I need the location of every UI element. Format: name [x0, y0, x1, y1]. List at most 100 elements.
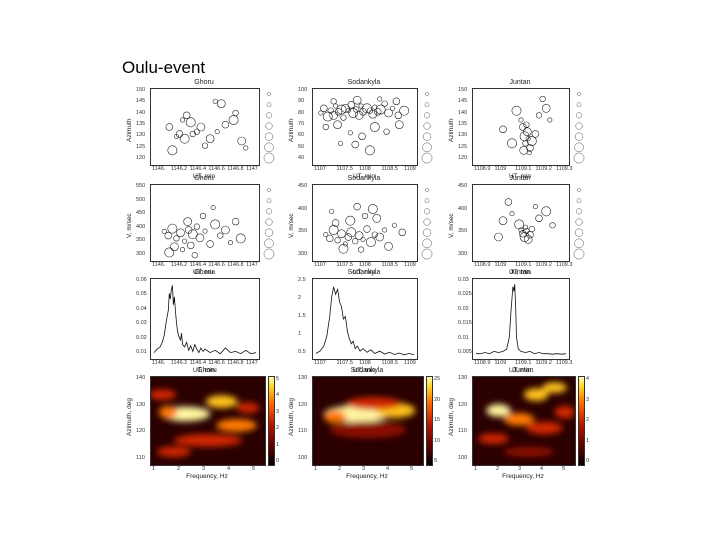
- legend-circle: [267, 92, 271, 96]
- data-point: [180, 247, 186, 253]
- scatter-plot: [472, 88, 570, 166]
- x-tick-label: 1146.6: [208, 360, 225, 366]
- data-point: [182, 111, 191, 120]
- legend-circle: [574, 238, 584, 249]
- x-tick-label: 1108.5: [381, 360, 398, 366]
- x-axis-label: UT, min: [192, 269, 216, 276]
- legend-circle: [266, 112, 272, 119]
- y-tick-label: 125: [136, 143, 146, 150]
- data-point: [337, 229, 346, 239]
- data-point: [193, 128, 200, 135]
- data-point: [195, 233, 205, 243]
- x-tick-label: 1109.3: [556, 166, 573, 172]
- plot-svg: [318, 95, 410, 156]
- y-tick-label: 500: [136, 196, 146, 203]
- data-point: [347, 101, 355, 109]
- x-axis-label: UT, min: [192, 173, 216, 180]
- legend-circle: [424, 102, 430, 108]
- y-tick-label: 100: [298, 455, 308, 461]
- size-legend: [573, 92, 585, 164]
- data-point: [328, 225, 339, 235]
- data-point: [392, 97, 401, 106]
- data-point: [243, 145, 249, 151]
- x-tick-label: 1: [474, 466, 478, 472]
- series-line: [315, 286, 415, 356]
- x-tick-label: 1107.5: [336, 166, 353, 172]
- data-point: [358, 132, 366, 141]
- y-axis-label: Azimuth, deg: [288, 398, 295, 436]
- x-tick-label: 1109.2: [535, 262, 552, 268]
- data-point: [175, 130, 184, 138]
- data-point: [217, 232, 224, 239]
- y-tick-label: 140: [458, 109, 468, 116]
- data-point: [164, 231, 172, 240]
- y-tick-label: 130: [458, 375, 468, 381]
- data-point: [360, 236, 366, 242]
- y-tick-label: 110: [298, 428, 307, 435]
- y-tick-label: 110: [458, 428, 467, 435]
- data-point: [547, 117, 553, 123]
- data-point: [522, 140, 529, 147]
- legend-circle: [576, 208, 582, 215]
- data-point: [528, 225, 535, 233]
- x-tick-label: 3: [362, 466, 366, 472]
- data-point: [522, 224, 528, 230]
- y-tick-label: 80: [298, 109, 305, 116]
- data-point: [237, 136, 247, 146]
- y-tick-label: 135: [458, 121, 468, 127]
- data-point: [518, 117, 524, 123]
- y-tick-label: 0.01: [458, 334, 469, 341]
- y-tick-label: 0.005: [458, 349, 472, 355]
- data-point: [235, 233, 246, 244]
- colorbar-tick-label: 1: [276, 441, 280, 448]
- y-tick-label: 0.06: [136, 277, 147, 283]
- y-tick-label: 40: [298, 155, 305, 161]
- panel-title: Sodankyla: [347, 175, 381, 182]
- colorbar-tick-label: 5: [434, 458, 438, 464]
- x-tick-label: 5: [562, 466, 566, 472]
- data-point: [372, 214, 382, 223]
- y-tick-label: 150: [458, 87, 468, 93]
- size-legend: [421, 92, 433, 164]
- legend-circle: [265, 122, 273, 130]
- data-point: [323, 232, 329, 238]
- legend-circle: [574, 132, 584, 141]
- data-point: [161, 228, 167, 234]
- plot-svg: [161, 205, 246, 259]
- heatmap-cells: [324, 397, 416, 439]
- y-tick-label: 130: [298, 375, 308, 381]
- data-point: [164, 247, 175, 258]
- heatmap-svg: [151, 377, 265, 465]
- x-tick-label: 5: [252, 466, 256, 472]
- panel-title: Ghoru: [194, 175, 214, 182]
- y-tick-label: 2: [298, 295, 302, 301]
- legend-circle: [266, 208, 272, 215]
- y-tick-label: 130: [136, 401, 146, 408]
- data-point: [526, 230, 534, 239]
- data-point: [183, 217, 192, 226]
- data-point: [322, 123, 329, 131]
- y-axis-label: V, m/sec: [126, 213, 133, 238]
- x-tick-label: 1107: [314, 360, 326, 366]
- data-point: [318, 110, 324, 116]
- panel-title: Juntan: [512, 367, 534, 374]
- data-point: [228, 115, 239, 125]
- data-point: [389, 105, 395, 111]
- data-point: [173, 133, 179, 139]
- x-tick-label: 1146.4: [189, 166, 207, 172]
- y-tick-label: 0.03: [136, 320, 147, 327]
- y-tick-label: 125: [458, 143, 468, 150]
- x-tick-label: 1147: [246, 262, 258, 268]
- x-tick-label: 4: [227, 466, 231, 472]
- size-legend: [573, 188, 585, 260]
- legend-circle: [266, 102, 272, 108]
- legend-circle: [425, 92, 429, 96]
- data-point: [494, 232, 503, 242]
- y-tick-label: 350: [458, 228, 468, 235]
- data-point: [368, 109, 378, 119]
- plot-svg: [499, 95, 553, 156]
- legend-circle: [576, 198, 582, 204]
- x-tick-label: 1109: [494, 262, 507, 268]
- data-point: [514, 219, 525, 230]
- heatmap-cell: [158, 405, 178, 419]
